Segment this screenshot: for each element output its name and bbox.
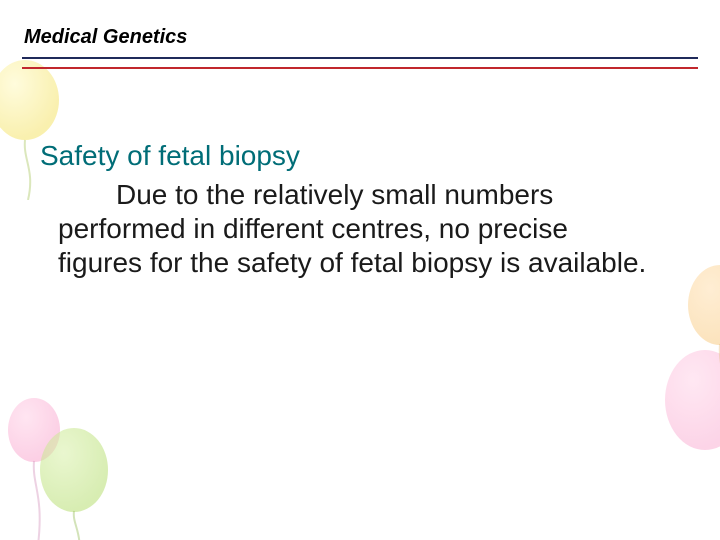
slide-content: Safety of fetal biopsy Due to the relati… (40, 140, 650, 280)
balloon-right (630, 260, 720, 485)
slide-header: Medical Genetics (22, 26, 698, 77)
balloon-bottom-left (4, 375, 124, 540)
content-heading: Safety of fetal biopsy (40, 140, 650, 172)
content-body: Due to the relatively small numbers perf… (58, 178, 650, 280)
header-rule-bottom (22, 67, 698, 69)
header-rule-top (22, 57, 698, 59)
slide: Medical Genetics Safety of fetal biopsy … (0, 0, 720, 540)
slide-header-title: Medical Genetics (24, 26, 698, 49)
